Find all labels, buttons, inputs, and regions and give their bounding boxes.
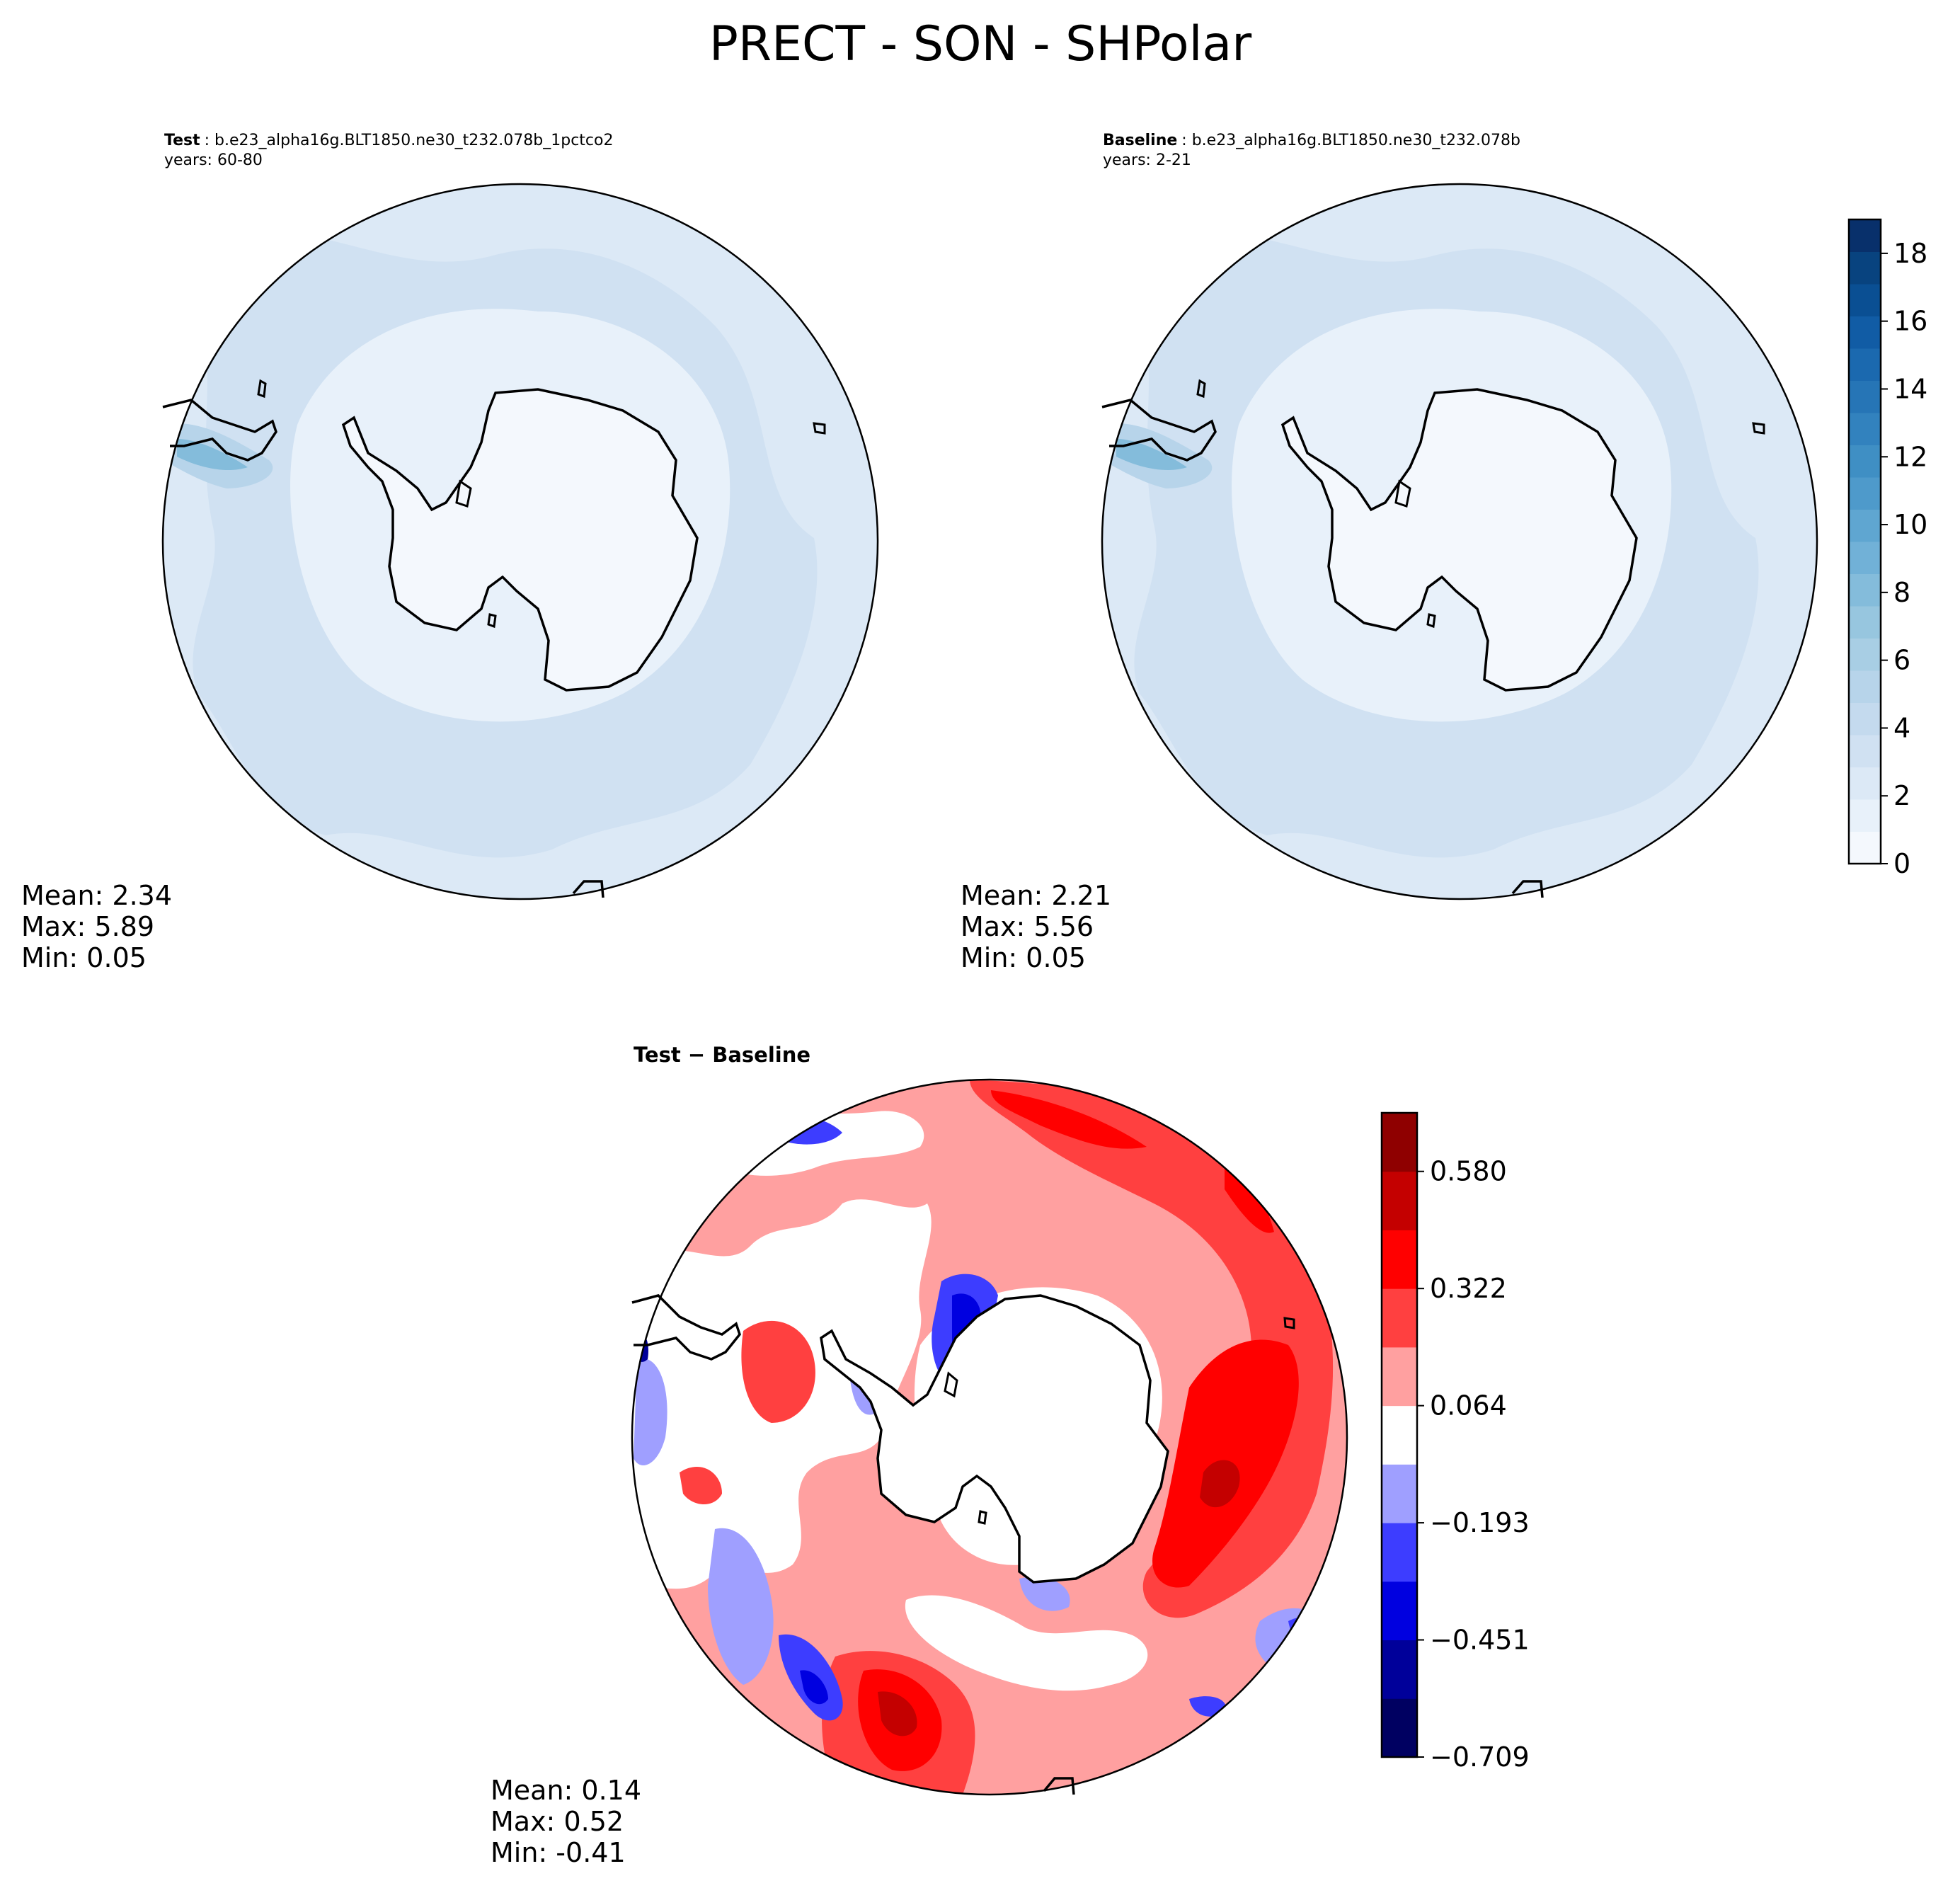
baseline-years: years: 2-21 — [1103, 151, 1191, 169]
diverging-colorbar-segment — [1382, 1698, 1417, 1758]
test-map-boundary — [161, 183, 879, 900]
baseline-panel: Baseline: b.e23_alpha16g.BLT1850.ne30_t2… — [961, 132, 1818, 973]
diverging-colorbar-tick-label: 0.064 — [1430, 1390, 1507, 1421]
baseline-map-boundary — [1101, 183, 1818, 900]
blues-colorbar-segment — [1849, 251, 1881, 285]
diverging-colorbar-tick-label: −0.451 — [1430, 1625, 1530, 1656]
blues-colorbar-frame — [1847, 218, 1882, 865]
blues-colorbar-tick-label: 14 — [1893, 373, 1927, 404]
blues-colorbar-segment — [1849, 735, 1881, 767]
diverging-colorbar-segment — [1382, 1230, 1417, 1289]
test-stat-min: Min: 0.05 — [21, 942, 147, 973]
blues-colorbar-segment — [1849, 799, 1881, 832]
blues-colorbar-segment — [1849, 606, 1881, 639]
blues-colorbar-segment — [1849, 767, 1881, 800]
blues-colorbar-segment — [1849, 413, 1881, 445]
blues-colorbar-tick-label: 2 — [1893, 780, 1910, 811]
baseline-panel-heading: Baseline: b.e23_alpha16g.BLT1850.ne30_t2… — [1103, 132, 1520, 149]
baseline-antarctica-coastline — [1101, 379, 1765, 898]
diverging-colorbar-tick-label: −0.709 — [1430, 1741, 1530, 1773]
test-panel-heading: Test : b.e23_alpha16g.BLT1850.ne30_t232.0… — [164, 132, 613, 149]
diverging-colorbar-tick-label: −0.193 — [1430, 1507, 1530, 1538]
blues-colorbar-tick-label: 18 — [1893, 238, 1927, 269]
baseline-case-name: : b.e23_alpha16g.BLT1850.ne30_t232.078b — [1181, 132, 1520, 149]
diff-antarctica-coastline — [631, 1294, 1295, 1795]
test-panel: Test : b.e23_alpha16g.BLT1850.ne30_t232.0… — [21, 132, 879, 973]
diverging-colorbar-segment — [1382, 1464, 1417, 1523]
blues-colorbar: 0 2 4 6 8 10 12 14 16 18 — [1847, 218, 1927, 879]
test-stat-max: Max: 5.89 — [21, 911, 154, 942]
baseline-stat-min: Min: 0.05 — [961, 942, 1086, 973]
diverging-colorbar-tick-label: 0.580 — [1430, 1156, 1507, 1187]
test-label: Test — [164, 132, 200, 149]
blues-colorbar-tick-label: 8 — [1893, 577, 1910, 608]
blues-colorbar-segment — [1849, 219, 1881, 252]
blues-colorbar-tick-label: 12 — [1893, 441, 1927, 472]
diverging-colorbar-segment — [1382, 1346, 1417, 1407]
diff-label: Test − Baseline — [634, 1043, 810, 1067]
diff-stat-min: Min: -0.41 — [491, 1837, 626, 1868]
blues-colorbar-tick-label: 10 — [1893, 509, 1927, 540]
baseline-stat-max: Max: 5.56 — [961, 911, 1094, 942]
baseline-stat-mean: Mean: 2.21 — [961, 880, 1111, 911]
diff-stat-max: Max: 0.52 — [491, 1806, 624, 1837]
blues-colorbar-segment — [1849, 702, 1881, 736]
diff-panel: Test − Baseline — [491, 1043, 1348, 1868]
diverging-colorbar: 0.580 0.322 0.064 −0.193 −0.451 −0.709 — [1380, 1111, 1530, 1773]
blues-colorbar-segment — [1849, 316, 1881, 349]
blues-colorbar-segment — [1849, 348, 1881, 381]
diff-map-boundary — [631, 1078, 1348, 1796]
diverging-colorbar-segment — [1382, 1640, 1417, 1699]
blues-colorbar-segment — [1849, 831, 1881, 864]
blues-colorbar-segment — [1849, 670, 1881, 703]
test-antarctica-coastline — [162, 379, 826, 898]
blues-colorbar-segment — [1849, 380, 1881, 413]
test-years: years: 60-80 — [164, 151, 263, 169]
blues-colorbar-segment — [1849, 638, 1881, 671]
blues-colorbar-segment — [1849, 509, 1881, 542]
blues-colorbar-segment — [1849, 445, 1881, 478]
diff-stat-mean: Mean: 0.14 — [491, 1775, 641, 1806]
test-case-name: : b.e23_alpha16g.BLT1850.ne30_t232.078b_… — [205, 132, 614, 149]
blues-colorbar-tick-label: 16 — [1893, 306, 1927, 337]
diverging-colorbar-tick-label: 0.322 — [1430, 1273, 1507, 1304]
figure-title: PRECT - SON - SHPolar — [709, 16, 1251, 72]
blues-colorbar-segment — [1849, 542, 1881, 574]
diverging-colorbar-segment — [1382, 1288, 1417, 1348]
diverging-colorbar-segment — [1382, 1523, 1417, 1582]
blues-colorbar-tick-label: 0 — [1893, 848, 1910, 879]
diff-panel-heading: Test − Baseline — [634, 1043, 810, 1067]
blues-colorbar-segment — [1849, 477, 1881, 510]
diverging-colorbar-segment — [1382, 1171, 1417, 1230]
blues-colorbar-tick-label: 6 — [1893, 645, 1910, 676]
blues-colorbar-segment — [1849, 284, 1881, 316]
diverging-colorbar-frame — [1380, 1111, 1419, 1758]
blues-colorbar-tick-label: 4 — [1893, 712, 1910, 743]
test-stat-mean: Mean: 2.34 — [21, 880, 172, 911]
blues-colorbar-segment — [1849, 573, 1881, 607]
diverging-colorbar-segment — [1382, 1581, 1417, 1641]
diverging-colorbar-segment — [1382, 1405, 1417, 1465]
baseline-label: Baseline — [1103, 132, 1177, 149]
diverging-colorbar-segment — [1382, 1113, 1417, 1172]
